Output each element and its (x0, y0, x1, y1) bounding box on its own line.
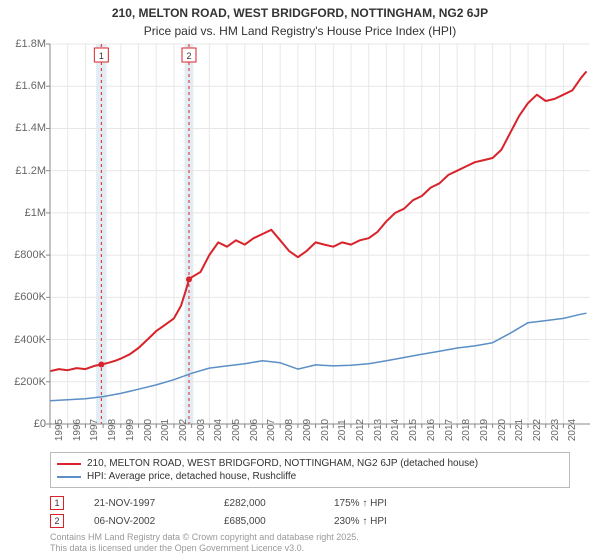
chart-subtitle: Price paid vs. HM Land Registry's House … (0, 22, 600, 38)
legend-label: 210, MELTON ROAD, WEST BRIDGFORD, NOTTIN… (87, 458, 478, 469)
x-tick-label: 1995 (54, 419, 65, 441)
legend-label: HPI: Average price, detached house, Rush… (87, 471, 296, 482)
x-tick-label: 2001 (160, 419, 171, 441)
x-tick-label: 2019 (479, 419, 490, 441)
x-tick-label: 2006 (249, 419, 260, 441)
legend-swatch (57, 463, 81, 465)
x-tick-label: 2005 (231, 419, 242, 441)
footer-line-1: Contains HM Land Registry data © Crown c… (50, 532, 359, 543)
x-tick-label: 2014 (390, 419, 401, 441)
y-tick-label: £1.6M (15, 80, 46, 92)
event-price: £282,000 (224, 498, 304, 509)
event-row: 1 21-NOV-1997 £282,000 175% ↑ HPI (50, 494, 570, 512)
chart-svg: 12 (50, 44, 590, 424)
x-tick-label: 1998 (107, 419, 118, 441)
event-row: 2 06-NOV-2002 £685,000 230% ↑ HPI (50, 512, 570, 530)
event-date: 21-NOV-1997 (94, 498, 194, 509)
x-tick-label: 2022 (532, 419, 543, 441)
x-tick-label: 2017 (444, 419, 455, 441)
x-tick-label: 1997 (89, 419, 100, 441)
x-tick-label: 2009 (302, 419, 313, 441)
x-tick-label: 2024 (567, 419, 578, 441)
chart-container: 210, MELTON ROAD, WEST BRIDGFORD, NOTTIN… (0, 0, 600, 560)
legend-item: 210, MELTON ROAD, WEST BRIDGFORD, NOTTIN… (57, 457, 563, 470)
y-tick-label: £600K (14, 291, 46, 303)
y-tick-label: £1.4M (15, 122, 46, 134)
x-tick-label: 2010 (320, 419, 331, 441)
x-tick-label: 2003 (196, 419, 207, 441)
event-date: 06-NOV-2002 (94, 516, 194, 527)
x-tick-label: 2004 (213, 419, 224, 441)
plot-area: 12 (50, 44, 590, 424)
x-tick-label: 2007 (266, 419, 277, 441)
y-tick-label: £400K (14, 334, 46, 346)
x-tick-label: 2020 (497, 419, 508, 441)
svg-text:2: 2 (186, 51, 191, 61)
x-tick-label: 2008 (284, 419, 295, 441)
legend-swatch (57, 476, 81, 478)
x-tick-label: 2021 (514, 419, 525, 441)
x-tick-label: 2013 (373, 419, 384, 441)
x-tick-label: 2002 (178, 419, 189, 441)
legend: 210, MELTON ROAD, WEST BRIDGFORD, NOTTIN… (50, 452, 570, 488)
event-marker-tag: 1 (50, 496, 64, 510)
y-tick-label: £1M (25, 207, 46, 219)
x-tick-label: 2012 (355, 419, 366, 441)
chart-title: 210, MELTON ROAD, WEST BRIDGFORD, NOTTIN… (0, 0, 600, 22)
x-tick-label: 2000 (143, 419, 154, 441)
x-tick-label: 2016 (426, 419, 437, 441)
x-tick-label: 1999 (125, 419, 136, 441)
svg-text:1: 1 (99, 51, 104, 61)
x-tick-label: 2023 (550, 419, 561, 441)
event-hpi: 175% ↑ HPI (334, 498, 387, 509)
event-marker-tag: 2 (50, 514, 64, 528)
x-tick-label: 2018 (461, 419, 472, 441)
x-tick-label: 2015 (408, 419, 419, 441)
y-tick-label: £1.2M (15, 165, 46, 177)
y-tick-label: £800K (14, 249, 46, 261)
event-hpi: 230% ↑ HPI (334, 516, 387, 527)
event-table: 1 21-NOV-1997 £282,000 175% ↑ HPI 2 06-NOV-20… (50, 494, 570, 530)
legend-item: HPI: Average price, detached house, Rush… (57, 470, 563, 483)
y-tick-label: £200K (14, 376, 46, 388)
x-tick-label: 1996 (72, 419, 83, 441)
x-tick-label: 2011 (337, 419, 348, 441)
footer-attribution: Contains HM Land Registry data © Crown c… (50, 532, 359, 554)
y-tick-label: £0 (34, 418, 46, 430)
footer-line-2: This data is licensed under the Open Gov… (50, 543, 359, 554)
y-tick-label: £1.8M (15, 38, 46, 50)
event-price: £685,000 (224, 516, 304, 527)
